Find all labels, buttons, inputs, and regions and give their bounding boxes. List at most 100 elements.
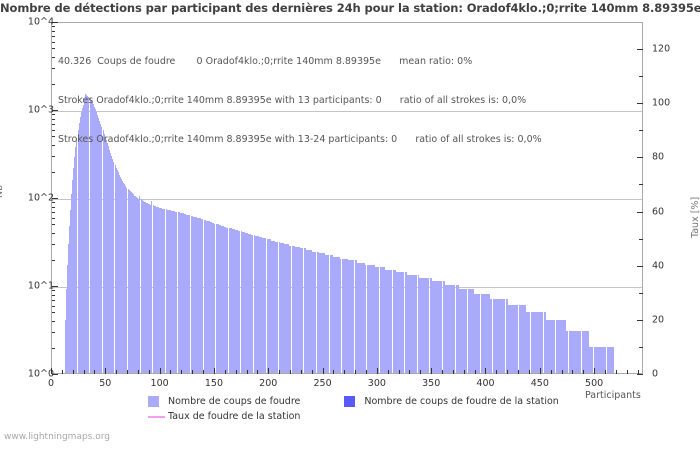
bar [241,232,243,373]
bar [501,298,503,373]
bar [361,262,363,373]
bar [229,228,231,373]
bar [285,244,287,373]
y-tick-left-minor [52,114,55,115]
bar [98,118,100,373]
bar [240,231,242,373]
bar [610,346,612,373]
bar [172,210,174,373]
bar [580,331,582,373]
bar [154,206,156,373]
bar [351,260,353,373]
bar [450,285,452,373]
bar [340,258,342,373]
bar [77,129,79,373]
bar [91,102,93,373]
bar [564,320,566,373]
bar [592,346,594,373]
bar [477,293,479,373]
bar [528,311,530,373]
bar [482,293,484,373]
bar [545,320,547,373]
bar [209,221,210,373]
bar [492,298,494,373]
x-tick-minor [279,370,280,374]
bar [266,239,268,373]
bar [357,262,359,373]
bar [332,256,334,373]
bar [474,293,476,373]
bar [566,331,568,373]
y-tick-left-minor [52,145,55,146]
bar [199,218,201,373]
bar [379,267,381,373]
bar [304,248,306,373]
bar [565,320,567,373]
bar [101,127,103,373]
bar [231,229,233,373]
bar [534,311,536,373]
bar [451,285,453,373]
y-tick-left-major [52,374,58,375]
bar [414,274,416,373]
y-tick-left-minor [52,136,55,137]
bar [395,272,397,373]
bar [546,320,548,373]
bar [191,215,193,373]
bar [458,289,460,373]
bar [367,264,369,373]
legend-item-station-rate[interactable]: Taux de foudre de la station [148,411,300,422]
bar [404,272,406,373]
bar [74,156,76,373]
bar [540,311,542,373]
bar [343,258,345,373]
legend-row-2: Taux de foudre de la station [148,409,588,424]
bar [459,289,461,373]
y-tick-right-minor [639,293,643,294]
bar [249,233,251,373]
bar [139,195,141,373]
x-tick-minor [333,370,334,374]
bar [416,274,418,373]
x-tick-label-0: 0 [47,378,55,389]
bar [223,225,225,373]
bar [220,225,222,373]
bar [244,233,246,373]
bar [168,210,170,373]
y-tick-label-right-0: 0 [652,368,659,380]
bar [119,176,121,373]
bar [236,230,238,373]
bar [422,278,424,373]
bar [248,233,250,373]
bar [373,264,374,373]
bar [265,238,267,373]
bar [188,215,190,373]
bar [542,311,544,373]
bar [321,253,323,373]
bar [363,262,365,373]
y-tick-right-major [637,320,643,321]
chart-title: Nombre de détections par participant des… [0,1,700,15]
bar [376,267,378,373]
bar [213,222,215,373]
bar [148,203,150,373]
y-tick-left-minor [52,36,55,37]
watermark-url: www.lightningmaps.org [4,432,110,442]
bar [355,260,357,373]
bar [159,207,161,373]
bar [112,158,114,373]
bar [180,212,182,373]
y-tick-left-minor [52,244,55,245]
legend-label-station: Nombre de coups de foudre de la station [364,396,559,407]
bar [508,304,510,373]
bar [591,346,593,373]
x-tick-minor [312,370,313,374]
legend-item-station-strokes[interactable]: Nombre de coups de foudre de la station [344,396,559,407]
bar [576,331,578,373]
x-tick-minor [551,370,552,374]
bar [570,331,572,373]
bar [198,217,200,373]
y-tick-left-minor [52,57,55,58]
legend-item-total-strokes[interactable]: Nombre de coups de foudre [148,396,300,407]
bar [557,320,559,373]
